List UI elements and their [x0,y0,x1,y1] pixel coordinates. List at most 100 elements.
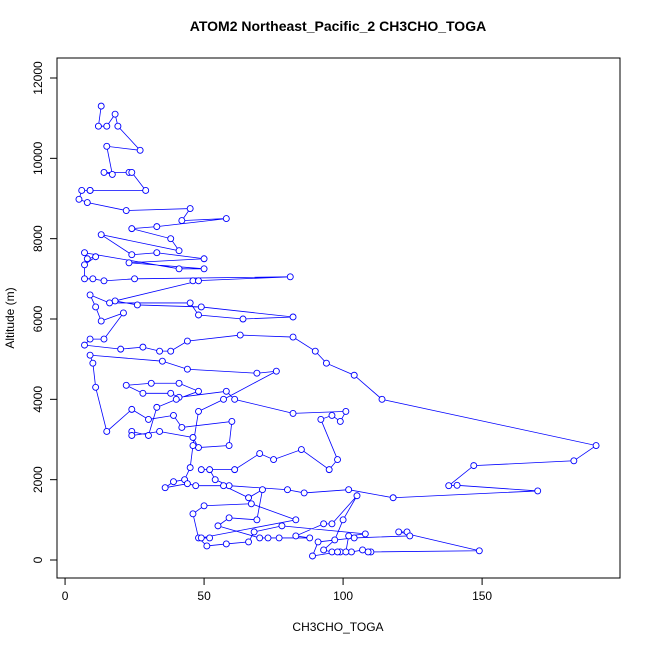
data-point [245,494,253,502]
data-point [259,486,266,494]
data-point [183,337,191,345]
data-point [364,548,372,556]
data-point [128,168,136,176]
data-point [228,417,236,425]
y-tick-label: 8000 [31,225,45,252]
data-point [117,345,125,353]
data-point [128,405,136,413]
plot-frame [56,57,621,579]
data-point [289,333,297,341]
data-point [186,205,194,212]
y-tick-label: 2000 [31,466,45,493]
data-point [197,534,205,542]
y-tick-label: 12000 [31,61,45,95]
data-point [289,409,297,417]
data-point [167,347,175,355]
data-point [320,546,328,554]
data-point [206,534,214,542]
data-point [342,407,350,415]
data-point [100,277,108,285]
data-point [225,514,233,522]
data-point [256,534,264,542]
data-point [189,434,197,441]
data-point [158,357,166,365]
data-point [534,487,542,495]
data-point [97,317,105,325]
data-point [81,275,88,283]
data-point [136,146,144,154]
data-point [114,122,122,130]
data-point [111,297,119,305]
y-axis-label: Altitude (m) [3,287,17,348]
y-tick-label: 0 [31,556,45,563]
data-point [86,291,94,299]
data-point [311,347,319,355]
data-point [339,516,347,524]
data-point [100,168,108,176]
data-point [92,303,100,311]
x-axis-label: CH3CHO_TOGA [292,620,383,634]
data-point [286,273,294,281]
data-point [336,417,344,425]
data-point [178,424,186,431]
data-point [289,313,297,321]
data-point [131,275,139,283]
data-point [284,486,291,494]
data-point [275,534,283,542]
data-point [325,466,333,474]
data-point [92,253,100,261]
data-point [272,367,280,375]
data-point [222,540,230,548]
data-point [222,215,230,223]
data-point [189,510,197,518]
data-point [359,546,366,554]
data-point [133,301,141,309]
data-point [231,395,239,403]
data-point [470,462,478,470]
data-point [270,456,278,464]
data-point [103,428,111,435]
data-point [167,389,175,397]
data-point [147,379,155,387]
data-point [156,428,164,435]
data-point [222,387,230,395]
data-point [81,261,88,269]
data-point [347,548,355,556]
data-point [203,542,211,550]
data-point [195,444,202,451]
data-point [331,536,339,544]
data-point [328,548,336,556]
data-point [334,456,341,464]
data-point [189,442,197,449]
data-point [78,187,86,194]
data-point [89,275,97,283]
data-point [250,528,258,536]
data-point [300,489,308,497]
data-point [253,516,261,524]
data-point [225,442,233,449]
chart-title: ATOM2 Northeast_Pacific_2 CH3CHO_TOGA [190,18,486,34]
data-point [328,520,336,528]
data-point [178,217,186,225]
data-point [328,411,336,419]
data-point [128,432,136,439]
data-point [192,482,200,490]
data-point [197,466,205,474]
data-point [189,277,197,285]
data-point [206,466,214,474]
data-point [264,534,272,542]
data-point [100,335,108,343]
data-point [320,520,328,528]
data-point [314,538,322,546]
data-point [317,415,325,423]
data-point [170,411,177,419]
data-point [83,199,91,206]
data-point [94,122,102,130]
data-point [256,450,264,458]
data-point [97,231,105,239]
data-point [445,482,453,490]
data-point [128,225,136,233]
data-point [145,415,152,423]
data-point [108,170,116,178]
